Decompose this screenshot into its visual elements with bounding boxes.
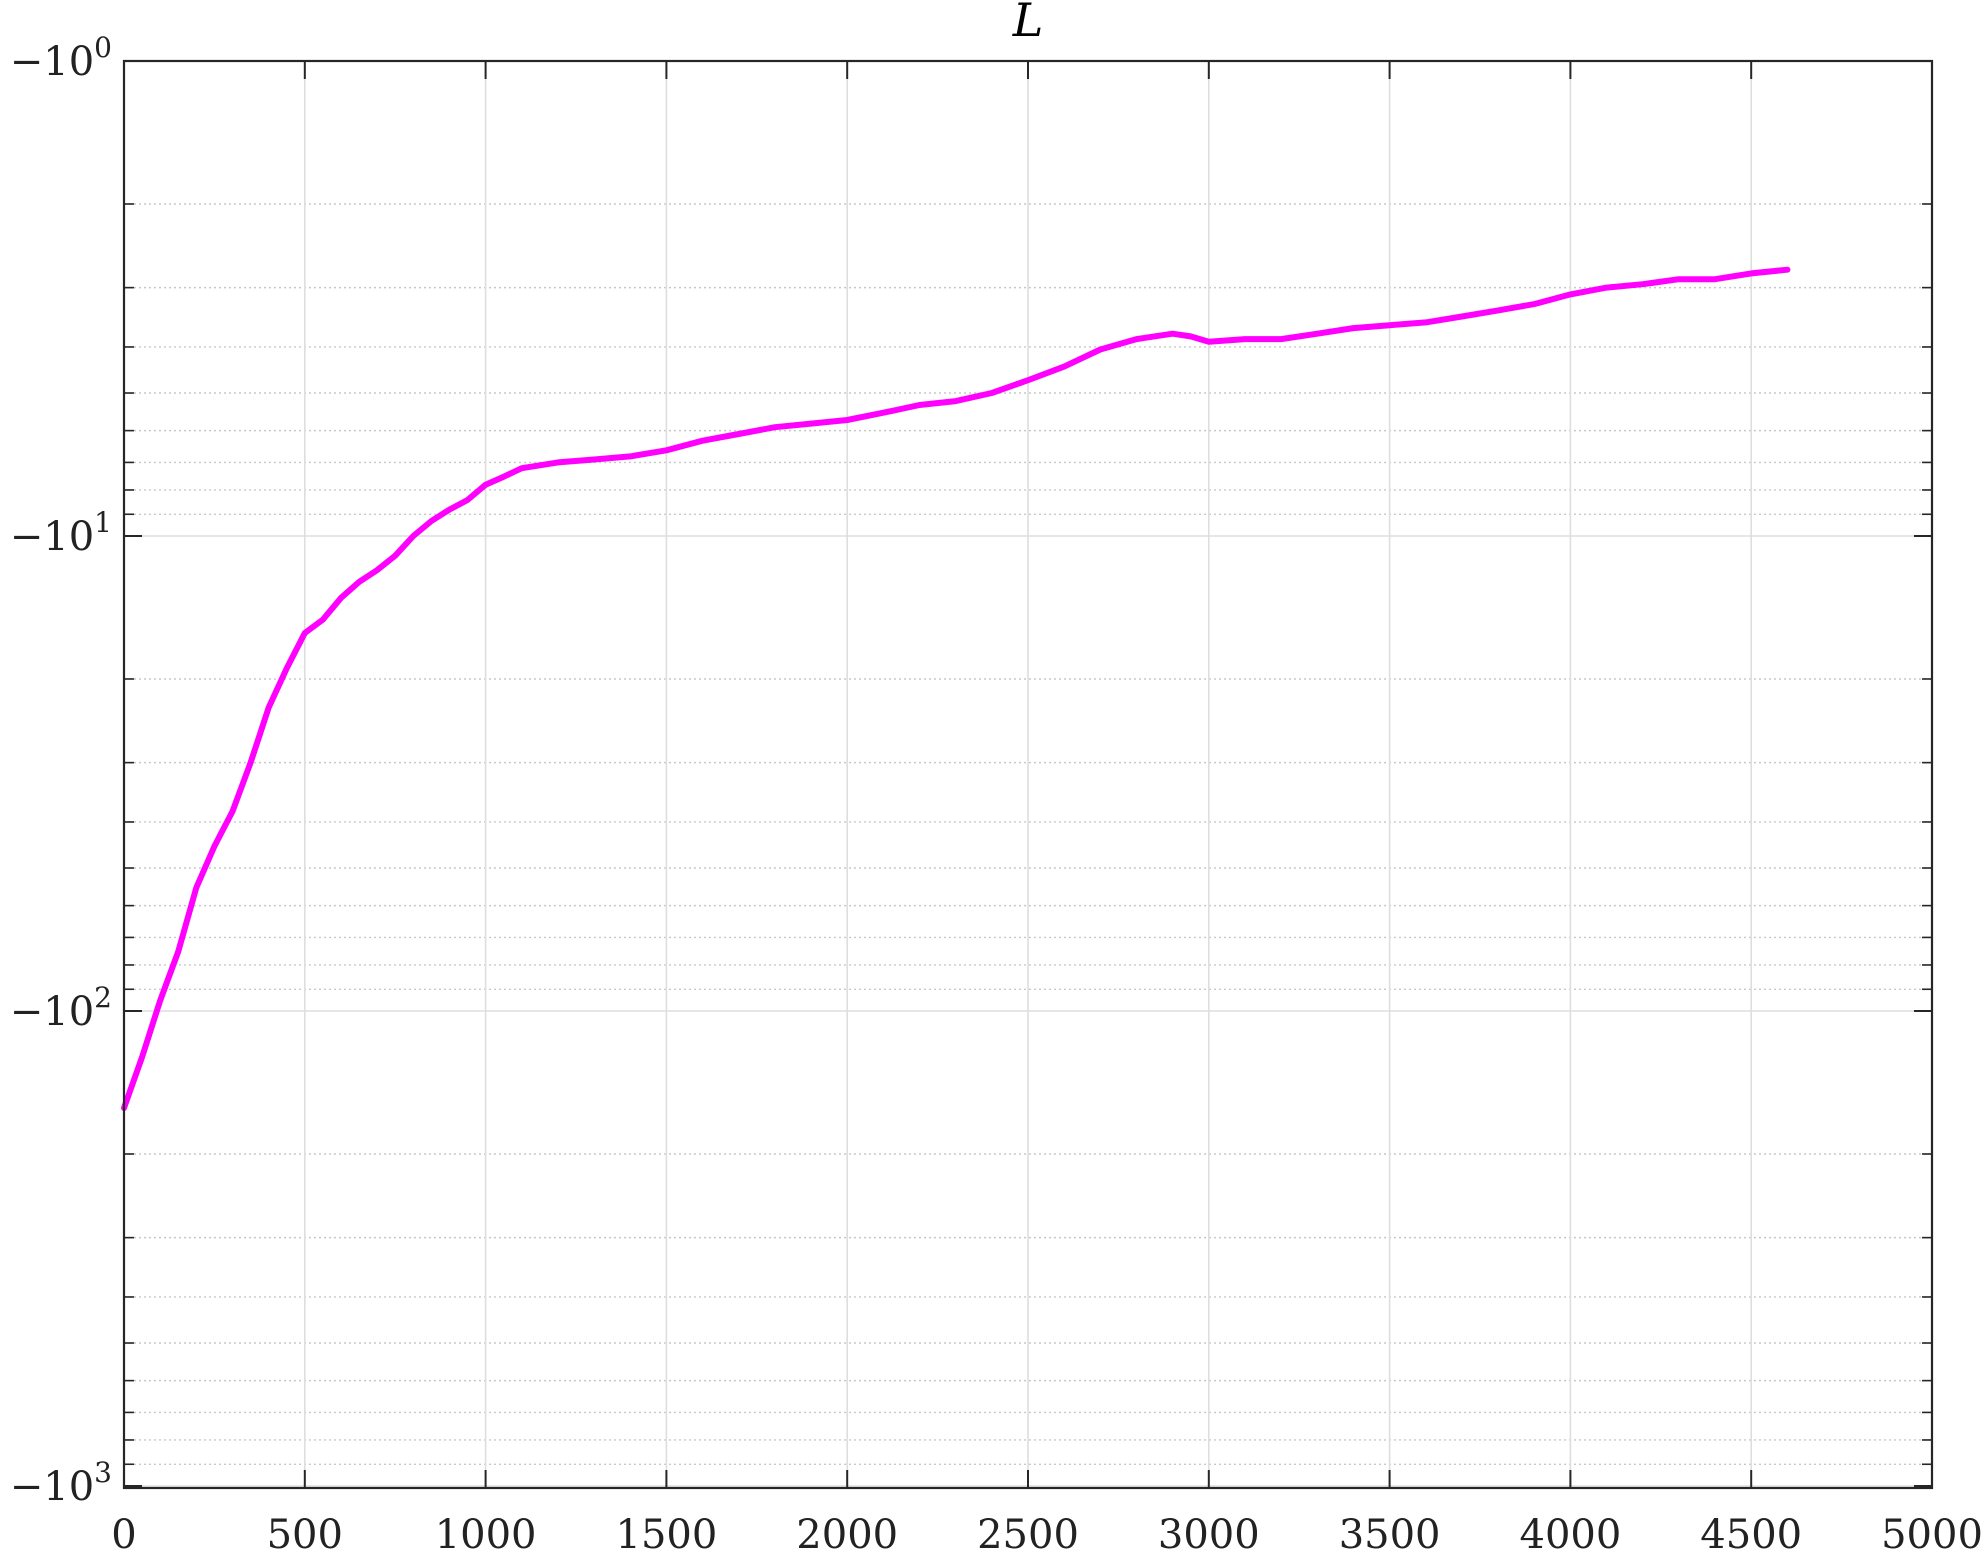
x-tick-label: 2500 — [977, 1512, 1079, 1553]
y-tick-label: −103 — [10, 1456, 112, 1510]
chart-title: L — [1012, 0, 1044, 47]
y-tick-label-exponent: 1 — [94, 506, 112, 539]
y-tick-label-exponent: 3 — [94, 1456, 112, 1489]
x-tick-label: 1000 — [435, 1512, 537, 1553]
y-tick-label-base: −10 — [10, 514, 94, 560]
x-tick-label: 5000 — [1881, 1512, 1983, 1553]
y-tick-label-base: −10 — [10, 39, 94, 85]
y-tick-label: −100 — [10, 31, 112, 85]
x-tick-label: 2000 — [796, 1512, 898, 1553]
x-tick-label: 0 — [111, 1512, 136, 1553]
series-layer — [121, 266, 1791, 1111]
y-tick-label: −102 — [10, 981, 112, 1035]
x-tick-label: 3000 — [1158, 1512, 1260, 1553]
x-tick-label: 1500 — [616, 1512, 718, 1553]
y-tick-label-base: −10 — [10, 1464, 94, 1510]
y-tick-label: −101 — [10, 506, 112, 560]
x-tick-label: 500 — [267, 1512, 343, 1553]
y-tick-label-exponent: 0 — [94, 31, 112, 64]
y-tick-label-base: −10 — [10, 989, 94, 1035]
x-tick-label: 4500 — [1700, 1512, 1802, 1553]
tick-marks — [123, 60, 1933, 1488]
y-tick-label-exponent: 2 — [94, 981, 112, 1014]
x-tick-label: 3500 — [1339, 1512, 1441, 1553]
series-line — [121, 266, 1791, 1111]
x-tick-label: 4000 — [1520, 1512, 1622, 1553]
